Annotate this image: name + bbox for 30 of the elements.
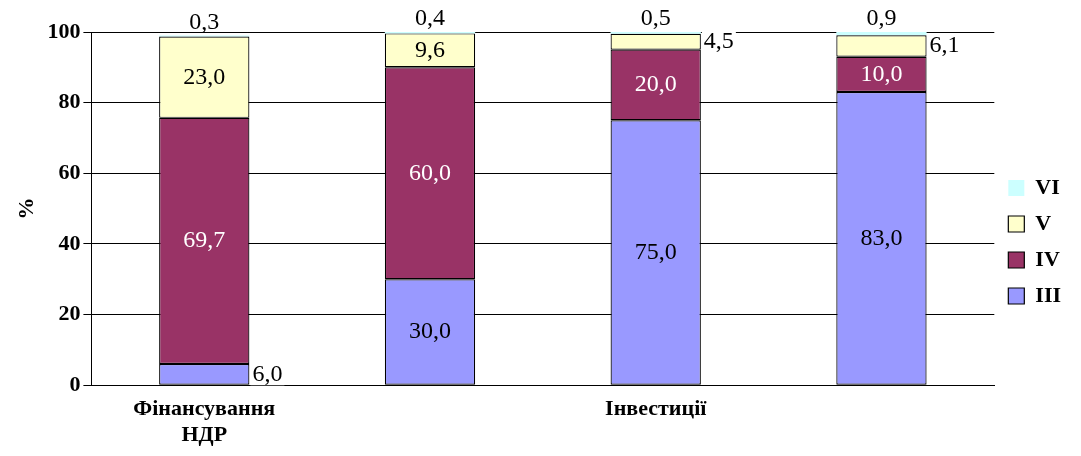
data-label: 60,0	[408, 158, 451, 185]
legend-label: VI	[1035, 173, 1060, 199]
y-tick-label: 0	[69, 370, 81, 396]
data-label: 9,6	[414, 35, 445, 62]
y-tick-label: 40	[58, 229, 81, 255]
y-tick-label: 60	[58, 158, 81, 184]
data-label: 0,3	[189, 7, 220, 34]
data-label: 30,0	[408, 317, 451, 344]
legend-label: IV	[1035, 245, 1060, 271]
y-tick-label: 100	[47, 17, 81, 43]
data-label: 4,5	[703, 27, 734, 54]
data-label: 23,0	[183, 62, 226, 89]
data-label: 6,1	[929, 31, 960, 58]
data-label: 0,9	[866, 4, 897, 31]
data-label: 0,5	[640, 4, 671, 31]
y-tick-label: 20	[58, 300, 81, 326]
legend-label: III	[1035, 281, 1061, 307]
legend-label: V	[1035, 209, 1052, 235]
data-label: 69,7	[183, 226, 226, 253]
data-label: 20,0	[634, 70, 677, 97]
y-tick-label: 80	[58, 88, 81, 114]
data-label: 10,0	[860, 59, 903, 86]
data-label: 83,0	[860, 223, 903, 250]
bar	[836, 32, 927, 36]
data-label: 0,4	[414, 4, 445, 31]
data-label: 75,0	[634, 237, 677, 264]
y-axis-title: %	[12, 197, 38, 220]
x-tick-label: Фінансування НДР	[133, 395, 276, 447]
data-label: 6,0	[252, 359, 283, 386]
x-tick-label: Інвестиції	[605, 395, 708, 421]
